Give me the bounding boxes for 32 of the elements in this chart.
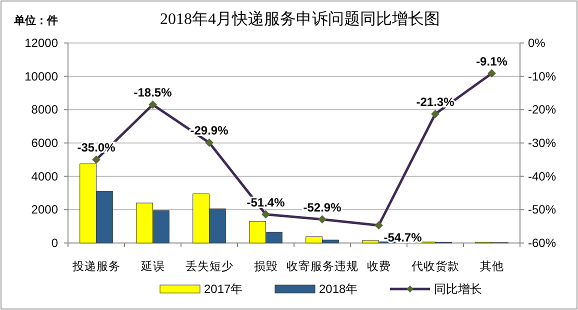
- data-label: -18.5%: [134, 86, 172, 100]
- y-tick-label: 12000: [24, 36, 58, 50]
- text: 单位：件: [13, 14, 58, 27]
- y2-tick-label: -50%: [528, 202, 556, 217]
- y-tick-label: 6000: [31, 136, 58, 150]
- data-label: -29.9%: [190, 124, 229, 138]
- y2-tick-label: -40%: [528, 169, 556, 184]
- y2-tick-label: -10%: [528, 69, 556, 84]
- y-tick-label: 4000: [31, 169, 58, 184]
- x-tick-label: 收费: [366, 260, 391, 273]
- data-label: -9.1%: [476, 54, 508, 68]
- y2-tick-label: -20%: [528, 102, 556, 117]
- legend-label: 2018年: [319, 282, 358, 296]
- x-tick-label: 收寄服务违规: [286, 259, 358, 273]
- legend-label: 同比增长: [434, 282, 482, 296]
- data-label: -52.9%: [303, 200, 342, 214]
- y2-tick-label: -30%: [528, 136, 556, 150]
- y-tick-label: 2000: [31, 202, 58, 217]
- y-tick-label: 8000: [31, 102, 58, 117]
- x-tick-label: 损毁: [254, 260, 278, 273]
- x-tick-label: 延误: [140, 260, 165, 273]
- chart-title: 2018年4月快递服务申诉问题同比增长图: [160, 10, 440, 28]
- x-tick-label: 代收货款: [410, 260, 460, 273]
- x-tick-label: 投递服务: [71, 259, 120, 273]
- data-label: -54.7%: [384, 230, 422, 244]
- y2-tick-label: -60%: [528, 236, 556, 250]
- x-tick-label: 其他: [480, 260, 504, 273]
- y-tick-label: 10000: [24, 69, 58, 84]
- y2-tick-label: 0%: [528, 36, 546, 50]
- legend-label: 2017年: [204, 282, 243, 296]
- y-tick-label: 0: [51, 236, 58, 250]
- x-tick-label: 丢失短少: [185, 260, 234, 273]
